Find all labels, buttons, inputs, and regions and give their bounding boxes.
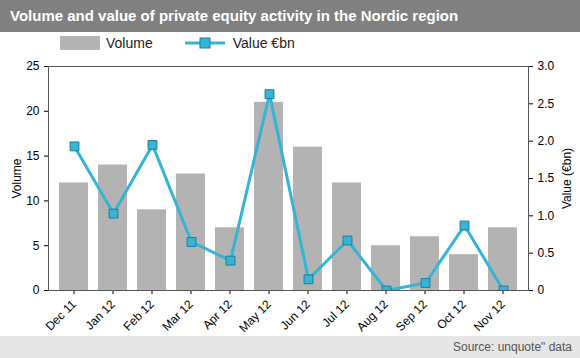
- svg-text:1.5: 1.5: [538, 171, 555, 185]
- svg-text:2.0: 2.0: [538, 134, 555, 148]
- svg-text:May 12: May 12: [236, 297, 274, 335]
- svg-text:Nov 12: Nov 12: [471, 297, 508, 334]
- html-text:Source: unquote" data: Source: unquote" data: [453, 340, 572, 354]
- svg-text:2.5: 2.5: [538, 97, 555, 111]
- svg-text:5: 5: [33, 239, 40, 253]
- svg-text:Volume: Volume: [10, 158, 24, 198]
- html-text:Value €bn: Value €bn: [232, 35, 295, 51]
- svg-text:0.5: 0.5: [538, 246, 555, 260]
- svg-text:25: 25: [26, 59, 40, 73]
- svg-text:Jul 12: Jul 12: [319, 297, 352, 330]
- html-text:Volume and value of private eq: Volume and value of private equity activ…: [10, 7, 459, 24]
- svg-text:3.0: 3.0: [538, 59, 555, 73]
- svg-text:0: 0: [33, 283, 40, 297]
- svg-text:Apr 12: Apr 12: [200, 297, 235, 332]
- svg-text:Value (€bn): Value (€bn): [560, 148, 574, 209]
- svg-text:0: 0: [538, 283, 545, 297]
- svg-text:Mar 12: Mar 12: [160, 297, 197, 334]
- html-text:Volume: Volume: [106, 35, 153, 51]
- svg-text:10: 10: [26, 194, 40, 208]
- svg-text:Aug 12: Aug 12: [354, 297, 391, 334]
- svg-text:Sep 12: Sep 12: [393, 297, 430, 334]
- svg-text:Jan 12: Jan 12: [82, 297, 118, 333]
- svg-text:Oct 12: Oct 12: [434, 297, 469, 332]
- svg-text:Feb 12: Feb 12: [121, 297, 158, 334]
- svg-text:15: 15: [26, 149, 40, 163]
- svg-text:Dec 11: Dec 11: [43, 297, 79, 333]
- svg-text:20: 20: [26, 104, 40, 118]
- svg-text:1.0: 1.0: [538, 209, 555, 223]
- svg-text:Jun 12: Jun 12: [277, 297, 313, 333]
